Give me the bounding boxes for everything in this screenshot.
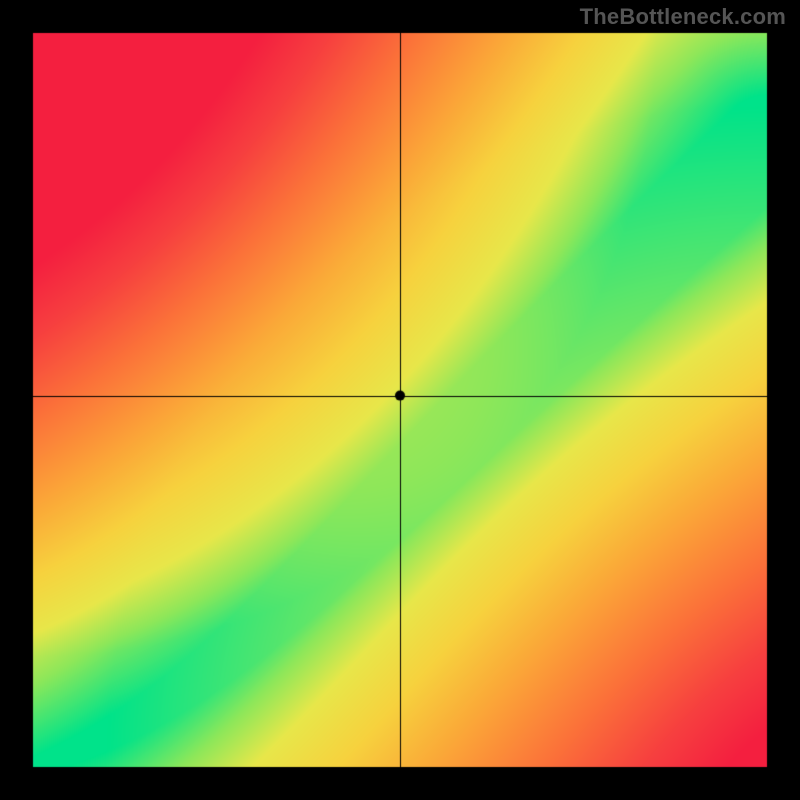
watermark-text: TheBottleneck.com xyxy=(580,4,786,30)
heatmap-canvas xyxy=(0,0,800,800)
chart-container: TheBottleneck.com xyxy=(0,0,800,800)
